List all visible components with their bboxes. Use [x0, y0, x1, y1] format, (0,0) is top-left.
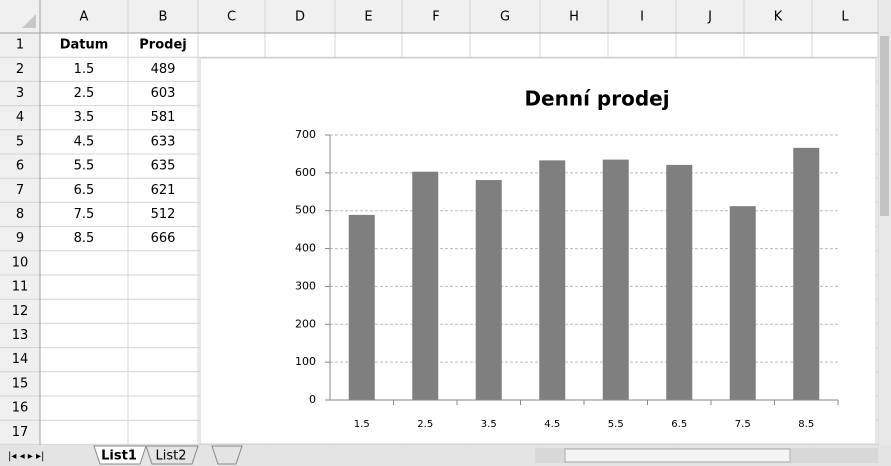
cell[interactable]: 512 [151, 207, 176, 222]
bar [602, 159, 629, 400]
column-header[interactable]: G [500, 10, 510, 25]
select-all[interactable] [22, 14, 36, 28]
column-header[interactable]: C [227, 10, 236, 25]
column-header[interactable]: E [364, 10, 372, 25]
chart-area[interactable] [199, 57, 877, 445]
y-tick-label: 400 [295, 242, 316, 255]
row-header[interactable]: 8 [16, 207, 24, 222]
row-header[interactable]: 13 [12, 328, 29, 343]
column-header[interactable]: A [80, 10, 89, 25]
cell[interactable]: 621 [151, 183, 176, 198]
row-header[interactable]: 5 [16, 134, 24, 149]
y-tick-label: 0 [309, 393, 316, 406]
row-header[interactable]: 7 [16, 183, 24, 198]
cell[interactable]: Prodej [139, 38, 186, 53]
y-tick-label: 100 [295, 355, 316, 368]
x-tick-label: 7.5 [735, 419, 751, 430]
cell[interactable]: 603 [151, 86, 176, 101]
column-header[interactable]: F [432, 10, 439, 25]
row-header[interactable]: 4 [16, 110, 24, 125]
bar [793, 147, 820, 400]
sheet-tab-label[interactable]: List2 [156, 449, 187, 464]
x-tick-label: 6.5 [671, 419, 687, 430]
cell[interactable]: 5.5 [74, 159, 95, 174]
x-tick-label: 3.5 [481, 419, 497, 430]
row-header[interactable]: 10 [12, 255, 29, 270]
bar [475, 180, 502, 400]
x-tick-label: 5.5 [608, 419, 624, 430]
cell[interactable]: 581 [151, 110, 176, 125]
sheet-tab-label[interactable]: List1 [101, 449, 137, 464]
column-header[interactable]: H [569, 10, 579, 25]
row-header[interactable]: 3 [16, 86, 24, 101]
chart-title: Denní prodej [524, 87, 669, 111]
column-header[interactable]: K [774, 10, 783, 25]
cell[interactable]: 666 [151, 231, 176, 246]
scroll-thumb[interactable] [880, 36, 889, 216]
y-tick-label: 600 [295, 166, 316, 179]
column-header[interactable]: D [295, 10, 305, 25]
cell[interactable]: Datum [60, 38, 109, 53]
bar [348, 214, 375, 400]
x-tick-label: 4.5 [544, 419, 560, 430]
cell[interactable]: 2.5 [74, 86, 95, 101]
column-header[interactable]: J [707, 10, 712, 25]
cell[interactable]: 6.5 [74, 183, 95, 198]
cell[interactable]: 8.5 [74, 231, 95, 246]
column-header[interactable]: B [159, 10, 168, 25]
sheet-tab[interactable] [93, 445, 147, 465]
bar [666, 164, 693, 400]
bar [539, 160, 566, 400]
y-tick-label: 300 [295, 279, 316, 292]
cell[interactable]: 635 [151, 159, 176, 174]
row-header[interactable]: 11 [12, 280, 29, 295]
row-header[interactable]: 17 [12, 425, 29, 440]
row-header[interactable]: 16 [12, 401, 29, 416]
cell[interactable]: 1.5 [74, 62, 95, 77]
row-header[interactable]: 14 [12, 352, 29, 367]
sheet-tab[interactable] [145, 445, 199, 465]
bar [729, 206, 756, 400]
column-header[interactable]: I [640, 10, 644, 25]
row-header[interactable]: 2 [16, 62, 24, 77]
x-tick-label: 8.5 [798, 419, 814, 430]
cell[interactable]: 3.5 [74, 110, 95, 125]
bar [412, 171, 439, 400]
row-header[interactable]: 12 [12, 304, 29, 319]
row-header[interactable]: 6 [16, 159, 24, 174]
y-tick-label: 200 [295, 317, 316, 330]
row-header[interactable]: 1 [16, 38, 24, 53]
x-tick-label: 1.5 [354, 419, 370, 430]
cell[interactable]: 489 [151, 62, 176, 77]
row-header-bar [0, 0, 40, 445]
row-header[interactable]: 9 [16, 231, 24, 246]
cell[interactable]: 4.5 [74, 134, 95, 149]
column-header-bar [0, 0, 878, 33]
x-tick-label: 2.5 [417, 419, 433, 430]
y-tick-label: 500 [295, 204, 316, 217]
new-sheet-tab[interactable] [211, 445, 243, 465]
h-scroll-thumb[interactable] [564, 448, 791, 463]
row-header[interactable]: 15 [12, 376, 29, 391]
y-tick-label: 700 [295, 128, 316, 141]
cell[interactable]: 633 [151, 134, 176, 149]
tab-nav[interactable]: |◂ ◂ ▸ ▸| [8, 451, 44, 462]
cell[interactable]: 7.5 [74, 207, 95, 222]
column-header[interactable]: L [841, 10, 849, 25]
